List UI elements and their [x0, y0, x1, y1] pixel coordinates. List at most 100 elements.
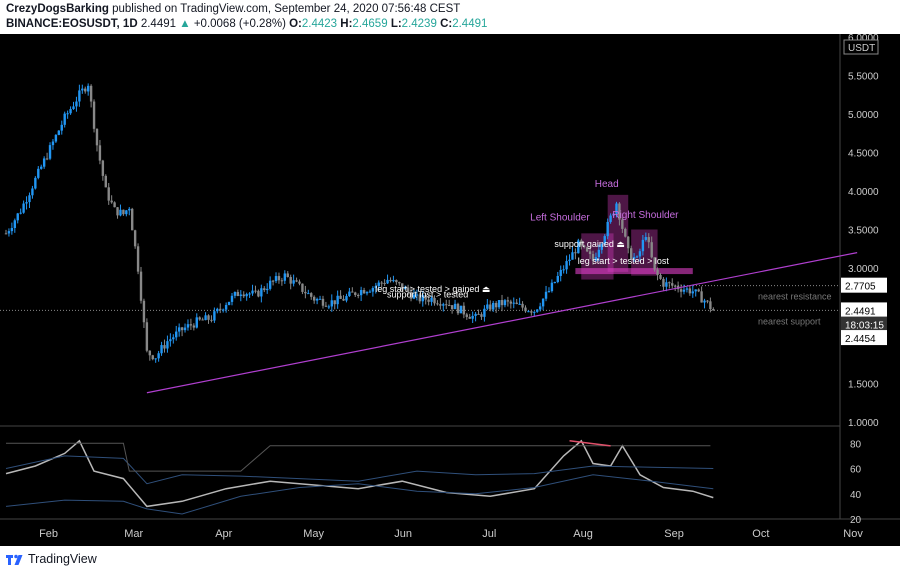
- candle-body: [192, 325, 196, 328]
- price-chart-svg[interactable]: 6.0000 5.5000 5.0000 4.5000 4.0000 3.5000 3.00…: [0, 33, 900, 546]
- candle-body: [603, 236, 606, 245]
- candle-body: [594, 257, 598, 261]
- price-label-box: [841, 302, 887, 318]
- candle-body: [151, 355, 154, 360]
- candle-body: [585, 247, 589, 252]
- price-tick-label: 5.5000: [848, 72, 879, 83]
- candle-body: [113, 202, 116, 208]
- candle-body: [556, 275, 559, 283]
- candle-body: [665, 282, 668, 287]
- price-label-box: [841, 330, 887, 346]
- candle-body: [712, 309, 715, 311]
- candle-body: [621, 219, 624, 229]
- candle-body: [131, 208, 134, 231]
- candle-body: [568, 259, 571, 262]
- candle-body: [75, 101, 78, 107]
- candle-body: [201, 319, 204, 321]
- candle-body: [380, 282, 383, 284]
- price-label-text: 2.4491: [845, 306, 876, 317]
- candle-body: [668, 282, 671, 284]
- candle-body: [133, 230, 137, 247]
- pattern-zone: [631, 229, 658, 276]
- candle-body: [571, 252, 574, 260]
- tradingview-logo-icon[interactable]: [6, 553, 24, 567]
- candle-body: [142, 300, 146, 323]
- candle-body: [204, 315, 207, 321]
- candle-body: [345, 296, 348, 301]
- candle-body: [324, 305, 328, 307]
- candle-body: [450, 305, 454, 310]
- candle-body: [139, 271, 143, 301]
- indicator-tick-label: 40: [850, 490, 862, 501]
- candle-body: [172, 337, 175, 340]
- candle-body: [392, 280, 395, 282]
- candle-body: [166, 341, 169, 349]
- price-level-note: nearest support: [758, 316, 821, 326]
- candle-body: [688, 288, 692, 294]
- candle-body: [512, 302, 515, 304]
- candle-body: [483, 308, 486, 317]
- candle-body: [295, 280, 298, 282]
- candle-body: [653, 257, 656, 270]
- candle-body: [650, 242, 653, 258]
- candle-body: [647, 237, 650, 243]
- candle-body: [136, 246, 140, 272]
- candle-body: [57, 130, 61, 135]
- candle-body: [629, 248, 633, 260]
- candle-body: [635, 256, 639, 258]
- candle-body: [486, 304, 489, 309]
- candle-body: [25, 202, 28, 204]
- low-value: 2.4239: [401, 18, 437, 30]
- candle-body: [497, 300, 501, 308]
- chart-header: CrezyDogsBarking published on TradingVie…: [0, 0, 900, 34]
- candle-body: [703, 300, 706, 303]
- candle-body: [506, 300, 510, 302]
- candle-body: [37, 168, 40, 178]
- candle-body: [600, 244, 604, 250]
- candle-body: [515, 302, 518, 305]
- annotation-text: Right Shoulder: [612, 210, 679, 221]
- candle-body: [286, 273, 289, 277]
- candle-body: [318, 298, 322, 300]
- candle-body: [128, 208, 131, 211]
- candle-body: [224, 304, 228, 310]
- chart-area[interactable]: 6.0000 5.5000 5.0000 4.5000 4.0000 3.5000 3.00…: [0, 33, 900, 546]
- candle-body: [289, 276, 292, 284]
- candle-body: [415, 294, 419, 296]
- candle-body: [7, 231, 11, 234]
- candle-body: [31, 188, 34, 196]
- candle-body: [509, 301, 513, 304]
- ascending-trendline: [146, 252, 858, 394]
- candle-body: [48, 145, 52, 159]
- candle-body: [54, 134, 58, 142]
- author-name[interactable]: CrezyDogsBarking: [6, 3, 109, 15]
- candle-body: [656, 269, 659, 275]
- candle-body: [550, 282, 554, 292]
- candle-body: [78, 90, 81, 102]
- candle-body: [157, 353, 160, 359]
- candle-body: [221, 309, 225, 311]
- candle-body: [42, 158, 46, 167]
- candle-body: [659, 274, 662, 279]
- candle-body: [242, 294, 245, 297]
- close-value: 2.4491: [452, 18, 488, 30]
- candle-body: [310, 293, 313, 297]
- symbol-label: BINANCE:EOSUSDT, 1D: [6, 18, 138, 30]
- candle-body: [227, 301, 231, 305]
- annotation-text: Head: [595, 179, 619, 190]
- candle-body: [456, 303, 460, 314]
- candle-body: [489, 304, 492, 310]
- indicator-tick-label: 60: [850, 465, 862, 476]
- candle-body: [51, 141, 55, 146]
- candle-body: [312, 296, 316, 301]
- candle-body: [527, 311, 530, 313]
- candle-body: [10, 228, 14, 232]
- candle-body: [632, 257, 636, 260]
- candle-body: [459, 305, 463, 314]
- candle-body: [271, 280, 275, 282]
- candle-body: [682, 289, 686, 292]
- candle-body: [494, 302, 498, 308]
- tradingview-brand[interactable]: TradingView: [28, 552, 97, 566]
- candle-body: [442, 304, 445, 306]
- candle-body: [359, 290, 363, 296]
